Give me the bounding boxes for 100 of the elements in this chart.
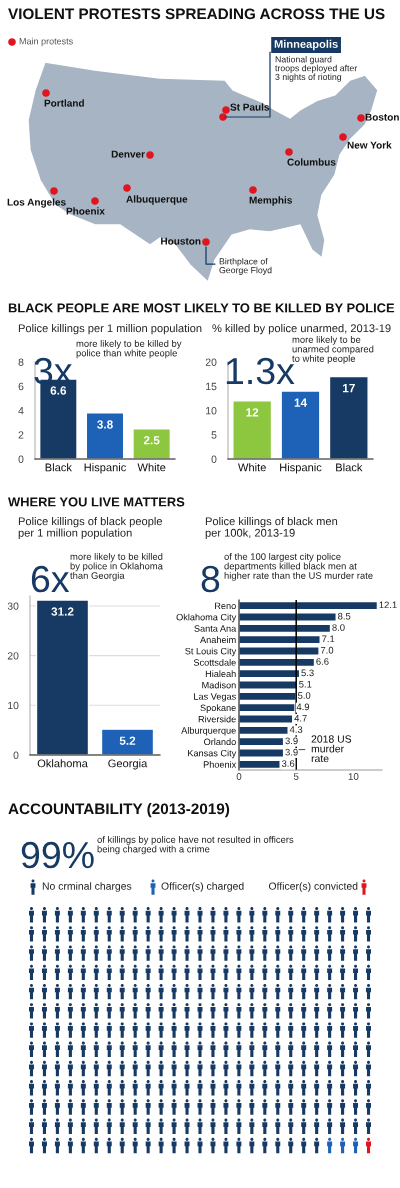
data-label: 14: [294, 398, 307, 407]
x-tick-label: 5: [293, 773, 299, 780]
bar: [328, 375, 369, 459]
y-tick-label: Oklahoma City: [176, 613, 237, 623]
x-tick-label: Black: [336, 463, 363, 472]
y-tick-label: Madison: [202, 681, 236, 689]
data-label: 8.0: [332, 624, 345, 631]
y-tick-label: Scottsdale: [193, 659, 236, 666]
chart-subtitle: Police killings of black people per 1 million population: [18, 517, 163, 539]
y-tick-label: Orlando: [204, 738, 236, 746]
text: 99%: [21, 841, 94, 869]
chart-title: WHERE YOU LIVE MATTERS: [8, 497, 185, 507]
text: Phoenix: [66, 207, 105, 215]
y-tick-label: 30: [7, 602, 19, 610]
text: VIOLENT PROTESTS SPREADING ACROSS THE US: [8, 8, 385, 20]
text: ACCOUNTABILITY (2013-2019): [8, 803, 230, 818]
x-tick-label: White: [137, 463, 166, 472]
y-tick-label: 15: [206, 382, 217, 391]
text: Albuquerque: [126, 195, 188, 205]
chart-subtitle: Police killings per 1 million population: [18, 324, 202, 335]
data-label: 3.9: [285, 748, 298, 756]
text: No crminal charges: [42, 882, 132, 892]
text: Birthplace of George Floyd: [219, 258, 272, 275]
text: Main protests: [19, 37, 73, 47]
text: of the 100 largest city police departments killed black men at higher rate than the US murder rate: [224, 553, 373, 581]
y-tick-label: Spokane: [200, 704, 236, 713]
text: of killings by police have not resulted in officers being charged with a crime: [97, 836, 294, 855]
data-label: 8.5: [338, 612, 351, 620]
bar: [232, 400, 273, 459]
text: more likely to be killed by police in Oklahoma than Georgia: [70, 553, 163, 581]
text: St Pauls: [230, 103, 270, 111]
y-tick-label: Phoenix: [203, 761, 237, 768]
ref-line-label: 2018 US murder rate: [311, 735, 352, 763]
x-tick-label: Georgia: [108, 759, 148, 770]
data-label: 6.6: [316, 658, 329, 665]
y-tick-label: Reno: [215, 602, 236, 610]
data-label: 5.3: [301, 669, 314, 677]
data-label: 17: [343, 384, 355, 393]
text: BLACK PEOPLE ARE MOST LIKELY TO BE KILLED BY POLICE: [8, 303, 395, 313]
text: Houston: [161, 237, 201, 245]
y-tick-label: St Louis City: [185, 647, 237, 657]
y-tick-label: Anaheim: [200, 636, 236, 644]
y-tick-label: Riverside: [198, 715, 236, 723]
y-tick-label: 4: [18, 407, 24, 415]
annotation: more likely to be unarmed compared to white people: [292, 336, 374, 364]
y-tick-label: 20: [7, 652, 19, 660]
data-label: 4.7: [294, 714, 307, 722]
text: Columbus: [287, 158, 336, 166]
text: Officer(s) convicted: [268, 882, 358, 892]
y-tick-label: Alburquerque: [181, 727, 236, 736]
bar: [132, 427, 172, 459]
data-label: 4.3: [289, 726, 303, 733]
text: National guard troops deployed after 3 nights of rioting: [275, 56, 358, 82]
bar: [239, 634, 321, 645]
x-tick-label: Hispanic: [280, 463, 322, 474]
y-tick-label: 6: [18, 382, 24, 391]
x-tick-label: Oklahoma: [37, 759, 88, 768]
x-tick-label: 0: [236, 773, 242, 780]
data-label: 5.1: [299, 680, 312, 688]
text: New York: [347, 141, 392, 149]
y-tick-label: Las Vegas: [194, 693, 236, 702]
text: Denver: [111, 150, 145, 158]
text: more likely to be killed by police than white people: [76, 340, 182, 359]
y-tick-label: Hialeah: [205, 670, 236, 678]
y-tick-label: 8: [18, 358, 24, 366]
data-label: 3.8: [97, 420, 113, 429]
bar: [239, 680, 299, 690]
data-label: 12: [246, 408, 259, 417]
y-tick-label: 2: [18, 431, 24, 439]
data-label: 7.1: [322, 635, 335, 643]
data-label: 3.9: [285, 737, 298, 745]
bar: [239, 612, 337, 622]
text: Memphis: [249, 196, 292, 206]
x-tick-label: 10: [348, 773, 359, 780]
data-label: 5.0: [297, 692, 311, 699]
y-tick-label: Santa Ana: [194, 625, 237, 632]
y-tick-label: 10: [8, 701, 19, 710]
y-tick-label: 20: [205, 358, 217, 366]
y-tick-label: 10: [206, 407, 217, 415]
y-tick-label: 0: [211, 455, 217, 463]
bar: [239, 623, 332, 634]
bar: [239, 600, 379, 611]
x-tick-label: Black: [45, 463, 72, 472]
bar: [239, 691, 297, 702]
y-tick-label: 5: [211, 431, 217, 439]
data-label: 7.0: [320, 646, 334, 654]
data-label: 31.2: [51, 607, 74, 616]
data-label: 4.9: [296, 703, 310, 711]
chart-subtitle: Police killings of black men per 100k, 2013-19: [205, 517, 338, 539]
text: Officer(s) charged: [161, 882, 244, 892]
y-tick-label: 0: [13, 751, 19, 759]
chart-subtitle: % killed by police unarmed, 2013-19: [212, 324, 391, 335]
data-label: 6.6: [50, 386, 67, 395]
data-label: 12.1: [379, 601, 397, 609]
data-label: 3.6: [281, 760, 295, 767]
text: Portland: [44, 99, 84, 107]
text: 6x: [31, 565, 70, 593]
x-tick-label: White: [238, 463, 266, 472]
y-tick-label: 0: [18, 455, 24, 463]
bar: [280, 390, 321, 459]
